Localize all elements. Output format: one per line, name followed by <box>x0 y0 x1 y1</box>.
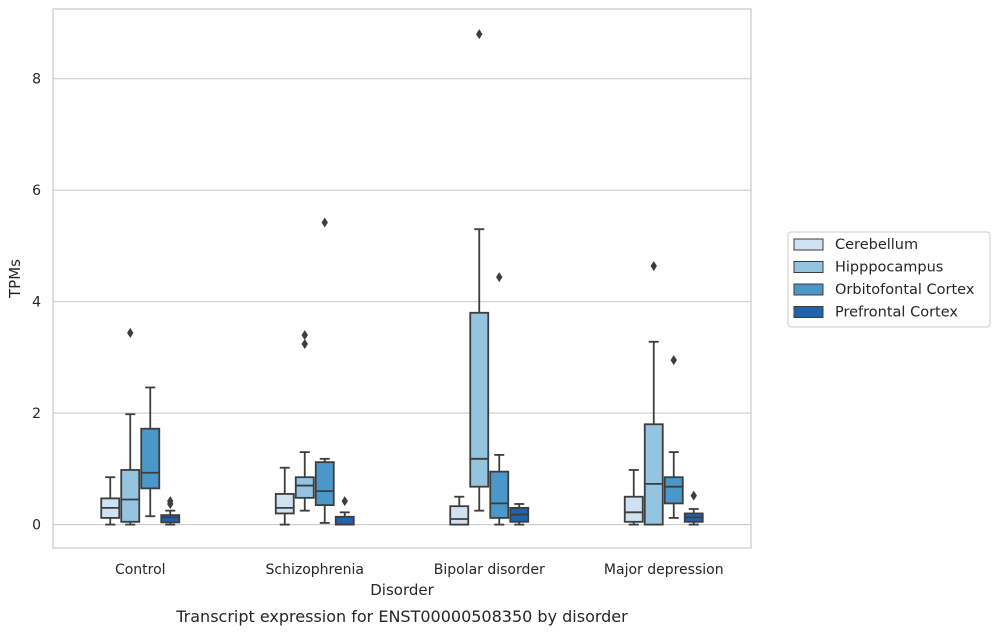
box-plot-series <box>100 29 704 526</box>
box <box>623 495 644 523</box>
box <box>160 514 181 524</box>
y-axis-ticks: 0 2 4 6 8 <box>32 72 41 534</box>
legend-label: Cerebellum <box>835 237 918 253</box>
box <box>314 461 335 506</box>
legend-swatch <box>793 283 824 296</box>
series-hipppocampus <box>120 29 664 526</box>
legend-swatch <box>793 261 824 273</box>
outlier-point <box>127 327 134 338</box>
y-axis-label: TPMs <box>6 259 24 299</box>
x-tick-label: Control <box>115 562 166 578</box>
legend-label: Hipppocampus <box>835 260 943 276</box>
outlier-point <box>476 29 483 40</box>
outlier-point <box>650 260 657 271</box>
x-tick-label: Schizophrenia <box>266 562 364 578</box>
y-tick-label: 2 <box>32 406 41 422</box>
x-axis-label: Disorder <box>370 581 434 599</box>
outlier-point <box>167 496 174 507</box>
box <box>120 469 141 523</box>
outlier-point <box>321 217 328 228</box>
legend-frame <box>787 231 991 328</box>
box <box>469 311 490 488</box>
legend: Cerebellum Hipppocampus Orbitofontal Corte… <box>787 231 991 328</box>
box <box>449 505 470 526</box>
legend-label: Orbitofontal Cortex <box>835 282 975 298</box>
x-tick-label: Major depression <box>604 562 724 578</box>
box <box>489 470 510 519</box>
x-tick-label: Bipolar disorder <box>434 562 545 578</box>
legend-swatch <box>793 238 824 251</box>
y-tick-label: 4 <box>32 295 41 311</box>
outlier-point <box>670 355 677 366</box>
y-tick-label: 0 <box>32 518 41 534</box>
plot-frame <box>52 8 752 549</box>
chart-caption: Transcript expression for ENST0000050835… <box>175 607 628 626</box>
box <box>334 515 355 526</box>
box <box>643 423 664 526</box>
box <box>274 493 295 515</box>
outlier-point <box>690 490 697 501</box>
outlier-point <box>496 272 503 283</box>
outlier-point <box>341 496 348 507</box>
x-axis-ticks: Control Schizophrenia Bipolar disorder Majo… <box>115 562 724 578</box>
series-cerebellum <box>100 466 644 526</box>
box <box>140 427 161 490</box>
series-prefrontal-cortex <box>160 490 704 526</box>
outlier-point <box>301 338 308 349</box>
series-orbitofontal-cortex <box>140 217 684 526</box>
box <box>294 476 315 499</box>
legend-swatch <box>793 306 824 318</box>
y-tick-label: 8 <box>32 72 41 88</box>
box <box>663 476 684 505</box>
legend-label: Prefrontal Cortex <box>835 305 958 321</box>
outlier-point <box>301 330 308 341</box>
y-tick-label: 6 <box>32 183 41 199</box>
